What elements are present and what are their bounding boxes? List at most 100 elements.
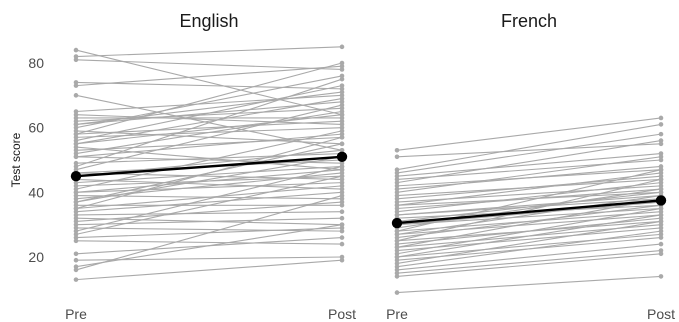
individual-line xyxy=(396,207,662,255)
individual-point xyxy=(658,251,664,257)
individual-line xyxy=(75,133,343,158)
panel-title: French xyxy=(501,11,557,31)
individual-point xyxy=(73,212,79,218)
individual-line xyxy=(75,175,343,235)
individual-line xyxy=(75,65,343,87)
individual-point xyxy=(339,99,345,105)
individual-point xyxy=(658,235,664,240)
individual-line xyxy=(75,110,343,155)
individual-point xyxy=(339,125,345,130)
individual-point xyxy=(73,122,79,127)
individual-point xyxy=(73,215,79,221)
individual-point xyxy=(73,235,79,240)
individual-point xyxy=(339,89,345,95)
individual-point xyxy=(339,183,345,189)
individual-line xyxy=(75,85,343,142)
individual-point xyxy=(339,215,345,221)
individual-point xyxy=(73,196,79,202)
individual-point xyxy=(394,209,400,215)
individual-point xyxy=(394,190,400,195)
individual-point xyxy=(339,86,345,92)
x-tick-label: Post xyxy=(647,306,675,322)
individual-line xyxy=(396,117,662,151)
individual-line xyxy=(75,59,343,71)
individual-point xyxy=(339,83,345,88)
y-tick-label: 60 xyxy=(28,120,44,136)
individual-point xyxy=(339,73,345,79)
individual-point xyxy=(339,115,345,121)
individual-point xyxy=(339,60,345,66)
individual-point xyxy=(339,160,345,166)
individual-line xyxy=(75,46,343,58)
individual-point xyxy=(339,186,345,192)
individual-line xyxy=(396,169,662,232)
individual-point xyxy=(339,141,345,147)
chart-panels: 20 40 60 80 English Pre Post French Pre Post xyxy=(28,11,675,322)
individual-point xyxy=(658,219,664,224)
individual-point xyxy=(73,251,79,257)
individual-point xyxy=(658,186,664,192)
individual-point xyxy=(339,177,345,182)
individual-line xyxy=(75,169,343,193)
individual-point xyxy=(658,180,664,185)
individual-point xyxy=(394,186,400,192)
mean-point xyxy=(336,151,348,162)
individual-line xyxy=(396,198,662,248)
individual-point xyxy=(394,212,400,218)
individual-point xyxy=(658,241,664,247)
individual-point xyxy=(73,209,79,215)
individual-point xyxy=(658,232,664,237)
individual-point xyxy=(658,248,664,253)
individual-point xyxy=(339,44,345,50)
individual-point xyxy=(339,63,345,69)
individual-line xyxy=(396,195,662,216)
individual-point xyxy=(394,202,400,208)
individual-point xyxy=(394,196,400,202)
individual-point xyxy=(394,254,400,260)
individual-point xyxy=(339,173,345,179)
individual-point xyxy=(394,177,400,182)
individual-line xyxy=(396,178,662,242)
individual-point xyxy=(658,212,664,218)
individual-point xyxy=(73,257,79,263)
individual-point xyxy=(658,164,664,169)
individual-point xyxy=(339,235,345,240)
individual-point xyxy=(73,109,79,114)
individual-point xyxy=(394,267,400,273)
individual-line xyxy=(75,224,343,268)
y-tick-label: 40 xyxy=(28,184,44,200)
individual-point xyxy=(658,206,664,211)
individual-point xyxy=(394,154,400,160)
individual-point xyxy=(339,254,345,260)
individual-line xyxy=(75,178,343,190)
individual-point xyxy=(73,125,79,130)
individual-point xyxy=(339,257,345,263)
individual-line xyxy=(75,211,343,216)
individual-point xyxy=(339,225,345,231)
individual-point xyxy=(73,228,79,234)
individual-point xyxy=(339,93,345,98)
individual-point xyxy=(394,228,400,234)
individual-point xyxy=(658,222,664,227)
individual-line xyxy=(75,217,343,226)
individual-point xyxy=(394,251,400,257)
individual-point xyxy=(73,199,79,205)
individual-point xyxy=(73,115,79,121)
individual-point xyxy=(394,238,400,244)
individual-point xyxy=(394,193,400,198)
individual-point xyxy=(339,67,345,72)
individual-line xyxy=(396,204,662,239)
individual-point xyxy=(394,245,400,250)
individual-line xyxy=(75,98,343,145)
x-tick-label: Pre xyxy=(65,306,87,322)
individual-line xyxy=(75,62,343,135)
individual-point xyxy=(394,148,400,153)
individual-point xyxy=(658,215,664,221)
individual-point xyxy=(73,190,79,195)
y-tick-label: 20 xyxy=(28,249,44,265)
individual-line xyxy=(396,230,662,268)
individual-point xyxy=(73,138,79,143)
individual-point xyxy=(339,228,345,234)
individual-point xyxy=(394,167,400,172)
individual-point xyxy=(73,154,79,160)
